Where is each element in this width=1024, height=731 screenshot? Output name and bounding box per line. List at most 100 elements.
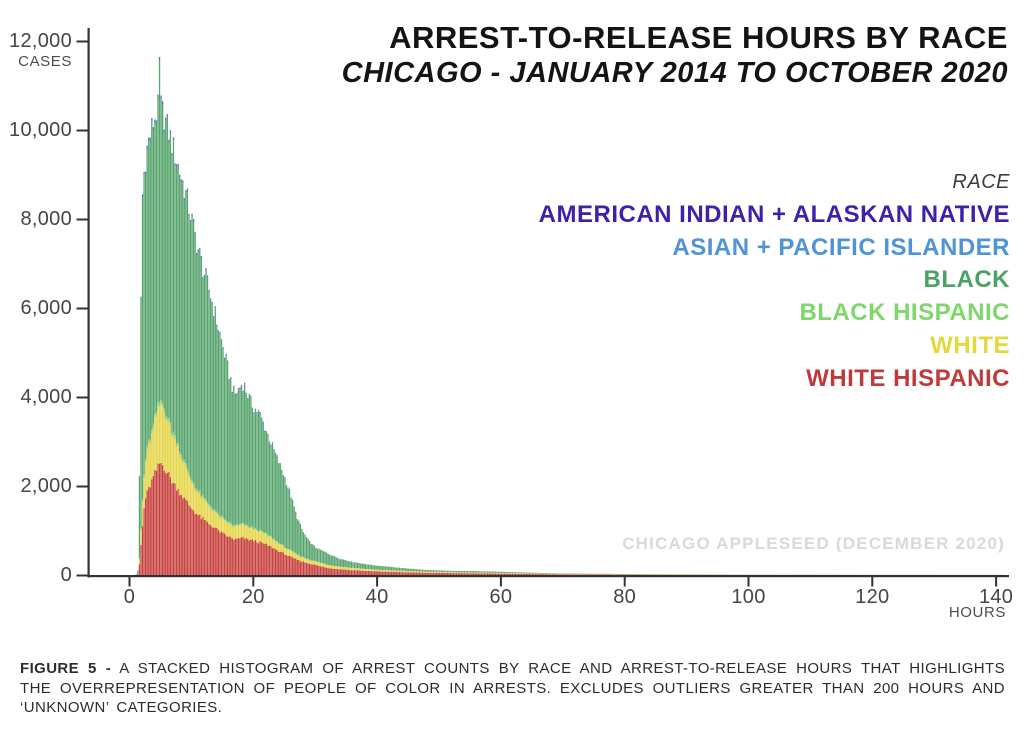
histogram-bar-black bbox=[267, 434, 269, 536]
histogram-bar-black_hispanic bbox=[158, 401, 161, 406]
histogram-bar-white_hispanic bbox=[534, 574, 537, 576]
histogram-bar-white_hispanic bbox=[160, 462, 162, 576]
histogram-bar-black_hispanic bbox=[222, 517, 224, 519]
histogram-bar-white bbox=[287, 549, 289, 556]
histogram-bar-white bbox=[186, 471, 189, 502]
histogram-bar-asian_pacific_islander bbox=[158, 57, 161, 61]
histogram-bar-black bbox=[144, 174, 147, 459]
histogram-bar-white_hispanic bbox=[544, 574, 546, 576]
histogram-bar-white bbox=[380, 570, 382, 572]
histogram-bar-white bbox=[154, 417, 156, 470]
histogram-bar-white_hispanic bbox=[370, 571, 373, 576]
histogram-bar-white_hispanic bbox=[477, 573, 479, 576]
histogram-bar-black bbox=[194, 234, 196, 488]
histogram-bar-white_hispanic bbox=[161, 465, 164, 576]
legend-entries: AMERICAN INDIAN + ALASKAN NATIVE ASIAN + … bbox=[539, 199, 1010, 395]
histogram-bar-black bbox=[352, 562, 354, 568]
histogram-bar-black bbox=[449, 570, 452, 573]
histogram-bar-white bbox=[155, 415, 158, 471]
histogram-bar-white_hispanic bbox=[366, 570, 368, 576]
histogram-bar-white bbox=[418, 571, 421, 573]
histogram-bar-white bbox=[465, 572, 467, 574]
histogram-bar-black bbox=[516, 572, 518, 574]
histogram-bar-black_hispanic bbox=[245, 524, 247, 526]
histogram-bar-black_hispanic bbox=[186, 468, 189, 472]
histogram-bar-white bbox=[400, 570, 402, 573]
histogram-bar-white bbox=[511, 573, 514, 574]
histogram-bar-white_hispanic bbox=[349, 570, 351, 576]
histogram-bar-black_hispanic bbox=[231, 524, 233, 526]
histogram-bar-white_hispanic bbox=[290, 556, 292, 576]
histogram-bar-white_hispanic bbox=[288, 555, 291, 576]
histogram-bar-black bbox=[367, 564, 370, 570]
histogram-bar-white_hispanic bbox=[339, 569, 342, 576]
histogram-bar-white_hispanic bbox=[148, 486, 150, 576]
histogram-bar-black bbox=[209, 300, 212, 506]
histogram-bar-black bbox=[185, 192, 187, 463]
histogram-bar-white bbox=[169, 425, 172, 478]
legend: RACE AMERICAN INDIAN + ALASKAN NATIVE ASI… bbox=[539, 171, 1010, 395]
histogram-bar-black bbox=[391, 566, 393, 571]
histogram-bar-white_hispanic bbox=[522, 573, 524, 576]
histogram-bar-asian_pacific_islander bbox=[247, 398, 249, 400]
histogram-bar-asian_pacific_islander bbox=[189, 220, 192, 223]
x-tick-label: 120 bbox=[855, 586, 890, 608]
histogram-bar-white_hispanic bbox=[435, 572, 438, 576]
histogram-bar-white_hispanic bbox=[486, 573, 489, 576]
histogram-bar-asian_pacific_islander bbox=[154, 119, 156, 123]
histogram-bar-white bbox=[435, 571, 438, 573]
histogram-bar-white_hispanic bbox=[401, 572, 404, 576]
histogram-bar-black bbox=[302, 532, 305, 557]
histogram-bar-white bbox=[223, 520, 226, 534]
histogram-bar-white bbox=[284, 548, 286, 555]
histogram-bar-black bbox=[219, 333, 221, 517]
histogram-bar-white_hispanic bbox=[551, 574, 554, 576]
histogram-bar-white bbox=[469, 572, 472, 574]
histogram-bar-white_hispanic bbox=[527, 573, 529, 576]
histogram-bar-white_hispanic bbox=[582, 574, 585, 576]
histogram-bar-white bbox=[449, 572, 452, 574]
histogram-bar-black bbox=[338, 558, 340, 567]
histogram-bar-white bbox=[301, 557, 303, 562]
histogram-bar-black bbox=[488, 571, 490, 573]
histogram-bar-black_hispanic bbox=[191, 480, 193, 484]
histogram-bar-white_hispanic bbox=[352, 570, 354, 576]
histogram-bar-white_hispanic bbox=[265, 543, 267, 576]
histogram-bar-white bbox=[412, 571, 414, 573]
histogram-bar-white bbox=[437, 571, 439, 573]
histogram-bar-white bbox=[203, 500, 206, 520]
histogram-bar-black bbox=[163, 132, 165, 409]
histogram-bar-black bbox=[318, 548, 320, 562]
histogram-bar-asian_pacific_islander bbox=[172, 137, 175, 141]
histogram-bar-black bbox=[404, 568, 407, 571]
histogram-bar-white_hispanic bbox=[344, 569, 346, 576]
histogram-bar-black bbox=[460, 570, 462, 573]
histogram-bar-black bbox=[191, 216, 193, 481]
histogram-bar-white bbox=[339, 566, 342, 570]
histogram-bar-black_hispanic bbox=[290, 550, 292, 551]
histogram-bar-white bbox=[360, 568, 362, 571]
histogram-bar-asian_pacific_islander bbox=[208, 290, 210, 292]
histogram-bar-white bbox=[168, 421, 170, 473]
histogram-bar-white bbox=[440, 571, 442, 573]
histogram-bar-white bbox=[480, 572, 483, 574]
histogram-bar-black bbox=[151, 121, 153, 430]
histogram-bar-black bbox=[332, 555, 334, 566]
y-axis-tick bbox=[76, 485, 88, 488]
histogram-bar-white_hispanic bbox=[295, 558, 297, 576]
histogram-bar-white_hispanic bbox=[226, 537, 229, 576]
histogram-bar-asian_pacific_islander bbox=[160, 96, 162, 100]
histogram-bar-white bbox=[477, 572, 479, 574]
histogram-bar-white_hispanic bbox=[177, 488, 179, 576]
histogram-bar-black_hispanic bbox=[237, 524, 240, 527]
histogram-bar-black bbox=[522, 572, 524, 574]
histogram-bar-black_hispanic bbox=[146, 445, 148, 450]
histogram-bar-white_hispanic bbox=[457, 573, 459, 576]
histogram-bar-white bbox=[398, 570, 401, 573]
histogram-bar-black bbox=[168, 143, 170, 419]
histogram-bar-white bbox=[307, 559, 309, 564]
histogram-bar-white bbox=[500, 573, 503, 574]
histogram-bar-white bbox=[151, 433, 153, 480]
histogram-bar-black bbox=[349, 561, 351, 568]
histogram-bar-white_hispanic bbox=[558, 574, 560, 576]
